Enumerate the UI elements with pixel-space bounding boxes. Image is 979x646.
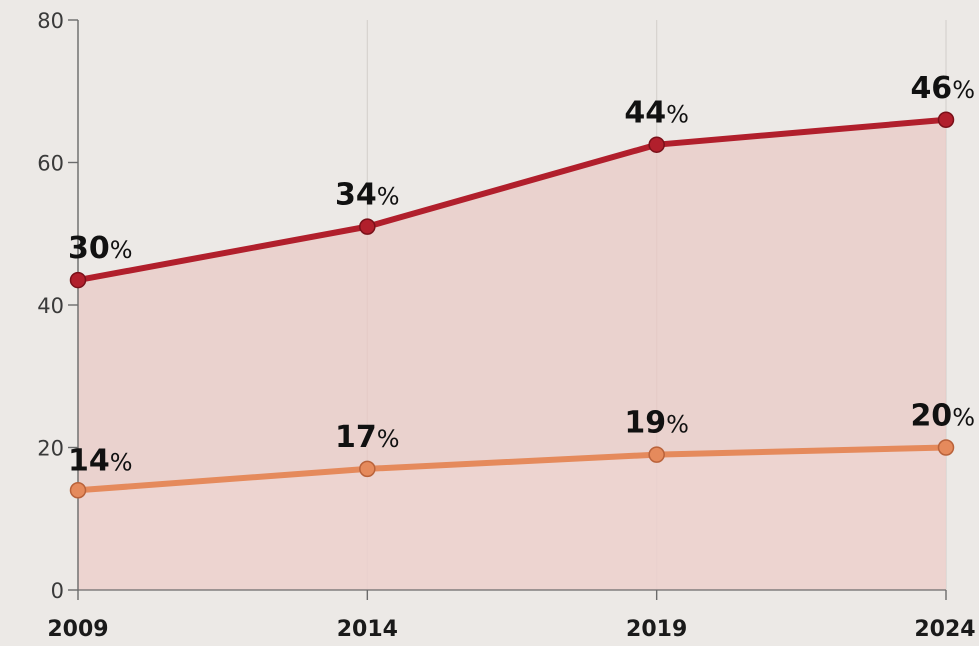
data-label-series-1-2019: 44% [624, 96, 689, 131]
data-label-series-1-2009: 30% [68, 231, 133, 266]
x-tick-label-2009: 2009 [47, 617, 108, 642]
line-series-1 [75, 116, 949, 284]
point-series-2-2009 [69, 482, 87, 499]
x-tick-label-2019: 2019 [626, 617, 687, 642]
data-label-series-2-2014: 17% [335, 420, 400, 455]
fill-layer [78, 119, 946, 590]
label-layer: 30% 34% 44% 46% 14% 17% 19% 20% [68, 71, 975, 479]
point-series-2-2024 [937, 439, 955, 456]
area-fill-series-2 [78, 447, 946, 590]
y-tick-label-40: 40 [37, 294, 64, 318]
x-tick-label-2024: 2024 [914, 617, 975, 642]
data-label-series-2-2019: 19% [624, 406, 689, 441]
point-layer [69, 111, 955, 499]
y-tick-label-80: 80 [37, 9, 64, 33]
axis-layer: 0 20 40 60 80 2009 2014 2019 2024 [37, 9, 975, 642]
data-label-series-2-2024: 20% [910, 399, 975, 434]
data-label-series-2-2009: 14% [68, 443, 133, 478]
data-label-series-1-2024: 46% [910, 71, 975, 106]
point-series-1-2014 [359, 218, 376, 235]
y-tick-label-60: 60 [37, 152, 64, 176]
y-tick-label-0: 0 [51, 579, 64, 603]
data-label-series-1-2014: 34% [335, 178, 400, 213]
point-series-1-2024 [937, 111, 955, 128]
y-tick-label-20: 20 [37, 437, 64, 461]
x-tick-label-2014: 2014 [337, 617, 398, 642]
point-series-2-2019 [648, 446, 665, 463]
point-series-2-2014 [359, 460, 376, 478]
point-series-1-2009 [69, 271, 87, 289]
line-series-2 [75, 444, 949, 494]
point-series-1-2019 [648, 136, 665, 153]
line-layer [75, 116, 949, 494]
